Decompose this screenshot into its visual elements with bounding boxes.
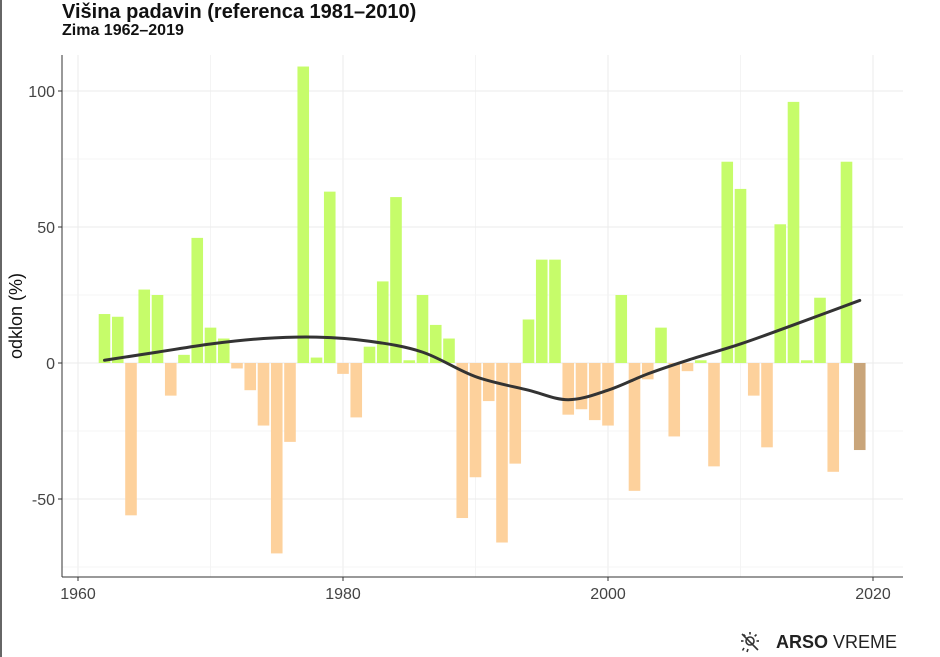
bar-1992 <box>496 363 508 543</box>
bar-1987 <box>429 324 442 363</box>
bar-1974 <box>257 363 270 426</box>
bar-1983 <box>376 281 389 363</box>
bar-1976 <box>284 363 296 442</box>
y-tick-label: 100 <box>28 84 55 101</box>
bar-2011 <box>747 363 760 396</box>
bar-1982 <box>363 346 376 363</box>
bar-1994 <box>522 319 535 363</box>
bar-1981 <box>350 363 363 418</box>
bar-2000 <box>602 363 614 426</box>
bar-2017 <box>827 363 840 472</box>
bar-1978 <box>310 357 323 363</box>
x-tick-label: 1980 <box>325 586 361 603</box>
logo-bold: ARSO <box>776 631 829 652</box>
chart-title: Višina padavin (referenca 1981–2010) <box>62 1 417 23</box>
arso-logo: ARSO VREME <box>738 630 897 654</box>
bar-2008 <box>708 363 720 467</box>
bar-2007 <box>694 360 707 363</box>
bar-2014 <box>787 101 800 363</box>
bar-1977 <box>297 66 310 364</box>
bar-1980 <box>337 363 349 374</box>
x-tick-label: 1960 <box>60 586 96 603</box>
bar-1966 <box>151 295 164 363</box>
bar-1985 <box>403 360 416 363</box>
bar-2013 <box>774 224 787 363</box>
y-tick-label: 0 <box>46 356 55 373</box>
bars <box>98 66 866 554</box>
bar-1986 <box>416 295 429 363</box>
bar-2005 <box>668 363 681 437</box>
bar-1965 <box>138 289 151 363</box>
ticks: 1960 1980 2000 2020 -50 0 50 100 <box>28 84 891 603</box>
bar-1984 <box>390 197 402 363</box>
bar-2002 <box>628 363 641 491</box>
image-border <box>0 0 2 657</box>
logo-light: VREME <box>833 631 898 652</box>
bar-2006 <box>681 363 694 372</box>
y-tick-label: -50 <box>32 492 55 509</box>
trend-line <box>103 298 862 402</box>
bar-2016 <box>814 297 826 363</box>
bar-1998 <box>575 363 588 410</box>
bar-1963 <box>111 316 124 363</box>
bar-2019 <box>853 363 866 451</box>
bar-2018 <box>840 161 853 363</box>
bar-2003 <box>641 363 654 380</box>
bar-1969 <box>191 237 204 363</box>
bar-1973 <box>244 363 257 391</box>
bar-1975 <box>270 363 283 554</box>
bar-2004 <box>655 327 667 363</box>
bar-2010 <box>734 188 747 363</box>
sun-cloud-icon <box>741 632 759 653</box>
bar-1967 <box>164 363 177 396</box>
bar-1997 <box>562 363 575 415</box>
bar-1968 <box>178 354 190 363</box>
y-tick-label: 50 <box>37 220 55 237</box>
y-axis-label: odklon (%) <box>6 273 26 359</box>
chart-subtitle: Zima 1962–2019 <box>62 22 184 39</box>
x-tick-label: 2000 <box>590 586 626 603</box>
bar-1979 <box>323 191 336 363</box>
bar-1996 <box>549 259 561 363</box>
bar-1971 <box>217 338 230 363</box>
bar-1999 <box>588 363 601 421</box>
x-tick-label: 2020 <box>855 586 891 603</box>
bar-1972 <box>231 363 243 369</box>
bar-1995 <box>535 259 548 363</box>
bar-2012 <box>761 363 773 448</box>
bar-1993 <box>509 363 522 464</box>
bar-1988 <box>443 338 455 363</box>
bar-2001 <box>615 295 628 363</box>
bar-1989 <box>456 363 469 519</box>
bar-1990 <box>469 363 482 478</box>
bar-2015 <box>800 360 813 363</box>
bar-1964 <box>125 363 137 516</box>
bar-2009 <box>721 161 734 363</box>
bar-1962 <box>98 314 111 363</box>
